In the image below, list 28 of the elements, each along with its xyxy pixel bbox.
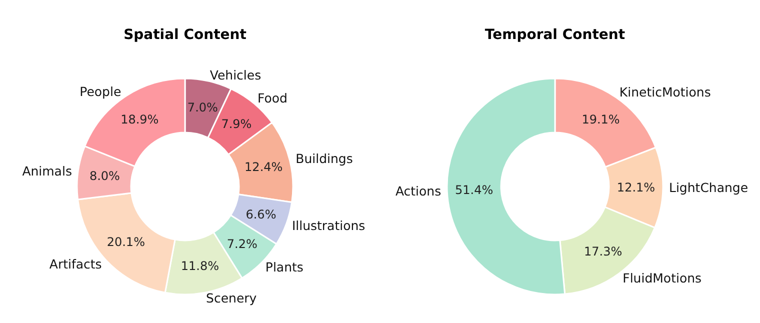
slice-label: FluidMotions [622,270,702,286]
data-label: 20.1% [106,234,145,249]
data-label: 12.4% [244,160,283,174]
data-label: 51.4% [455,183,494,198]
slice-label: Scenery [206,290,258,306]
chart-title: Temporal Content [484,27,626,43]
slice-label: Illustrations [292,218,366,233]
data-label: 11.8% [180,259,220,274]
slice-label: Artifacts [49,256,102,272]
data-label: 7.0% [187,100,218,114]
slice-label: Actions [395,184,442,199]
data-label: 12.1% [616,180,656,194]
slice-label: KineticMotions [619,84,711,100]
slice-label: Vehicles [210,67,262,82]
slice-label: Food [257,90,288,106]
slice-label: Animals [22,164,72,179]
slice-label: People [80,84,122,100]
data-label: 19.1% [582,112,620,127]
chart-title: Spatial Content [124,27,247,43]
slice-label: Buildings [296,150,353,166]
data-label: 8.0% [89,168,120,183]
data-label: 18.9% [120,112,159,126]
slice-label: LightChange [668,180,748,195]
data-label: 7.2% [226,236,258,251]
data-label: 17.3% [584,244,622,259]
slice-label: Plants [265,259,304,274]
data-label: 7.9% [221,116,252,131]
data-label: 6.6% [246,208,276,222]
